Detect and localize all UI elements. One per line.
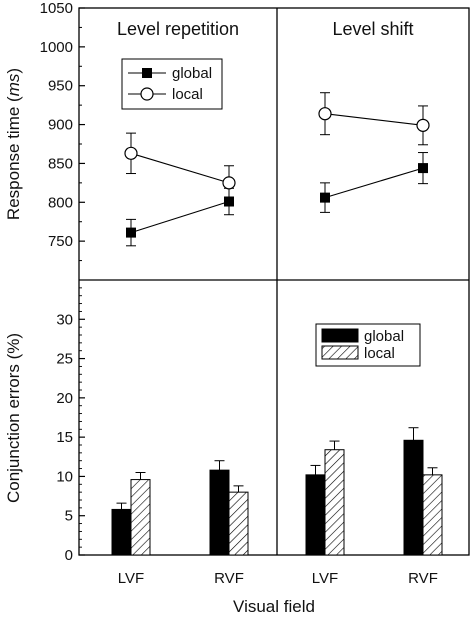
top-y-axis-title-prefix: Response time ( [4, 96, 23, 220]
bar-global [111, 508, 132, 556]
top-y-axis-title-unit: ms [4, 73, 23, 96]
x-axis-title: Visual field [233, 597, 315, 616]
legend-marker-global [142, 68, 152, 78]
top-y-tick-label: 900 [48, 117, 73, 134]
x-tick-label: RVF [408, 570, 438, 587]
data-point-local [124, 146, 138, 160]
top-legend-box [121, 58, 223, 110]
bottom-y-tick-label: 0 [65, 547, 73, 564]
bar-local [422, 474, 443, 556]
panel-title: Level repetition [117, 19, 239, 39]
bar-global [403, 439, 424, 556]
bottom-y-tick-label: 30 [56, 311, 73, 328]
legend-swatch [321, 345, 359, 360]
bar-local [324, 449, 345, 556]
plot-frame [78, 7, 470, 556]
bottom-y-tick-label: 20 [56, 390, 73, 407]
legend-label: local [172, 86, 203, 103]
legend-label: global [172, 65, 212, 82]
bottom-y-tick-label: 10 [56, 468, 73, 485]
data-point-global [224, 196, 234, 207]
panel-title: Level shift [332, 19, 413, 39]
bottom-y-tick-label: 5 [65, 508, 73, 525]
bar-local [228, 491, 249, 556]
bottom-y-tick-label: 15 [56, 429, 73, 446]
legend-marker-local [140, 87, 154, 101]
data-point-local [416, 118, 430, 132]
top-y-tick-label: 750 [48, 233, 73, 250]
top-y-tick-label: 850 [48, 155, 73, 172]
x-tick-label: LVF [118, 570, 144, 587]
legend-swatch [321, 328, 359, 343]
top-y-tick-label: 1050 [40, 0, 73, 17]
data-point-local [318, 107, 332, 121]
bar-global [209, 469, 230, 556]
series-line-global [324, 167, 424, 199]
bar-local [130, 479, 151, 556]
bar-global [305, 474, 326, 556]
top-y-axis-title: Response time (ms) [4, 68, 23, 220]
data-point-global [418, 163, 428, 174]
legend-label: local [364, 345, 395, 362]
top-y-axis-title-suffix: ) [4, 68, 23, 74]
x-tick-label: RVF [214, 570, 244, 587]
series-line-global [130, 200, 230, 234]
legend-label: global [364, 328, 404, 345]
top-y-tick-label: 800 [48, 194, 73, 211]
x-tick-label: LVF [312, 570, 338, 587]
bottom-y-tick-label: 25 [56, 351, 73, 368]
top-y-tick-label: 950 [48, 78, 73, 95]
bottom-y-axis-title: Conjunction errors (%) [4, 333, 23, 503]
series-line-local [130, 152, 230, 184]
data-point-local [222, 176, 236, 190]
data-point-global [126, 227, 136, 238]
series-line-local [324, 113, 424, 126]
data-point-global [320, 192, 330, 203]
top-y-tick-label: 1000 [40, 39, 73, 56]
